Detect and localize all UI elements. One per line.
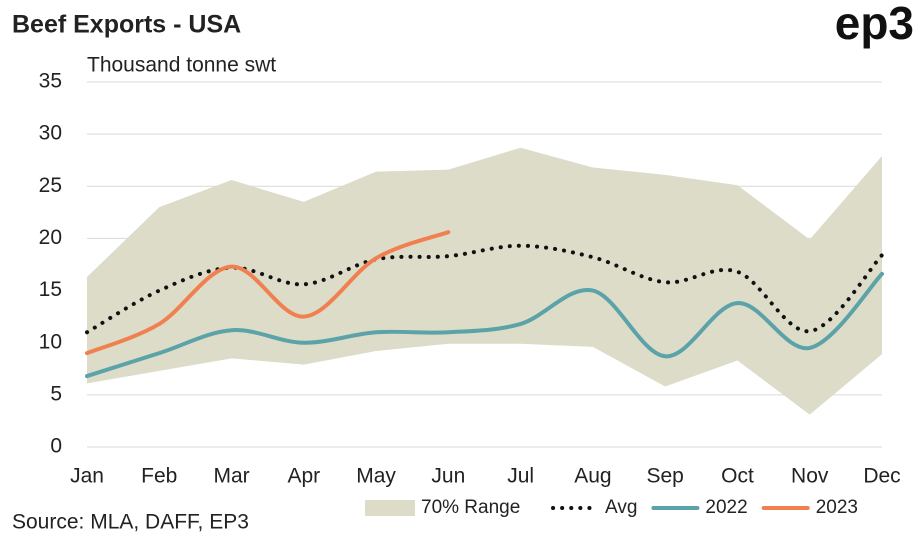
x-tick-label: Jan bbox=[70, 465, 104, 488]
y-tick-label: 15 bbox=[39, 278, 62, 301]
y-tick-label: 35 bbox=[39, 70, 62, 93]
brand-logo: ep3 bbox=[835, 0, 914, 49]
chart-title: Beef Exports - USA bbox=[12, 11, 241, 39]
legend-label: Avg bbox=[605, 497, 637, 518]
x-tick-label: Jul bbox=[507, 465, 534, 488]
x-tick-label: Nov bbox=[791, 465, 829, 488]
legend-label: 70% Range bbox=[421, 497, 520, 518]
series-line bbox=[85, 230, 451, 356]
y-tick-label: 0 bbox=[50, 435, 62, 458]
legend-label: 2022 bbox=[705, 497, 747, 518]
x-tick-label: Feb bbox=[141, 465, 177, 488]
series-line bbox=[85, 271, 884, 379]
y-axis-label: Thousand tonne swt bbox=[87, 54, 276, 77]
y-tick-label: 10 bbox=[39, 330, 62, 353]
x-tick-label: May bbox=[356, 465, 396, 488]
x-tick-label: Sep bbox=[646, 465, 683, 488]
x-tick-label: Aug bbox=[574, 465, 611, 488]
legend-swatch bbox=[365, 500, 415, 516]
source: Source: MLA, DAFF, EP3 bbox=[12, 511, 249, 534]
x-tick-label: Dec bbox=[863, 465, 900, 488]
y-tick-label: 20 bbox=[39, 226, 62, 249]
y-tick-label: 30 bbox=[39, 122, 62, 145]
legend-label: 2023 bbox=[816, 497, 858, 518]
x-tick-label: Jun bbox=[431, 465, 465, 488]
y-tick-label: 25 bbox=[39, 174, 62, 197]
x-tick-label: Oct bbox=[721, 465, 754, 488]
y-tick-label: 5 bbox=[50, 382, 62, 405]
x-tick-label: Mar bbox=[213, 465, 249, 488]
x-tick-label: Apr bbox=[287, 465, 320, 488]
